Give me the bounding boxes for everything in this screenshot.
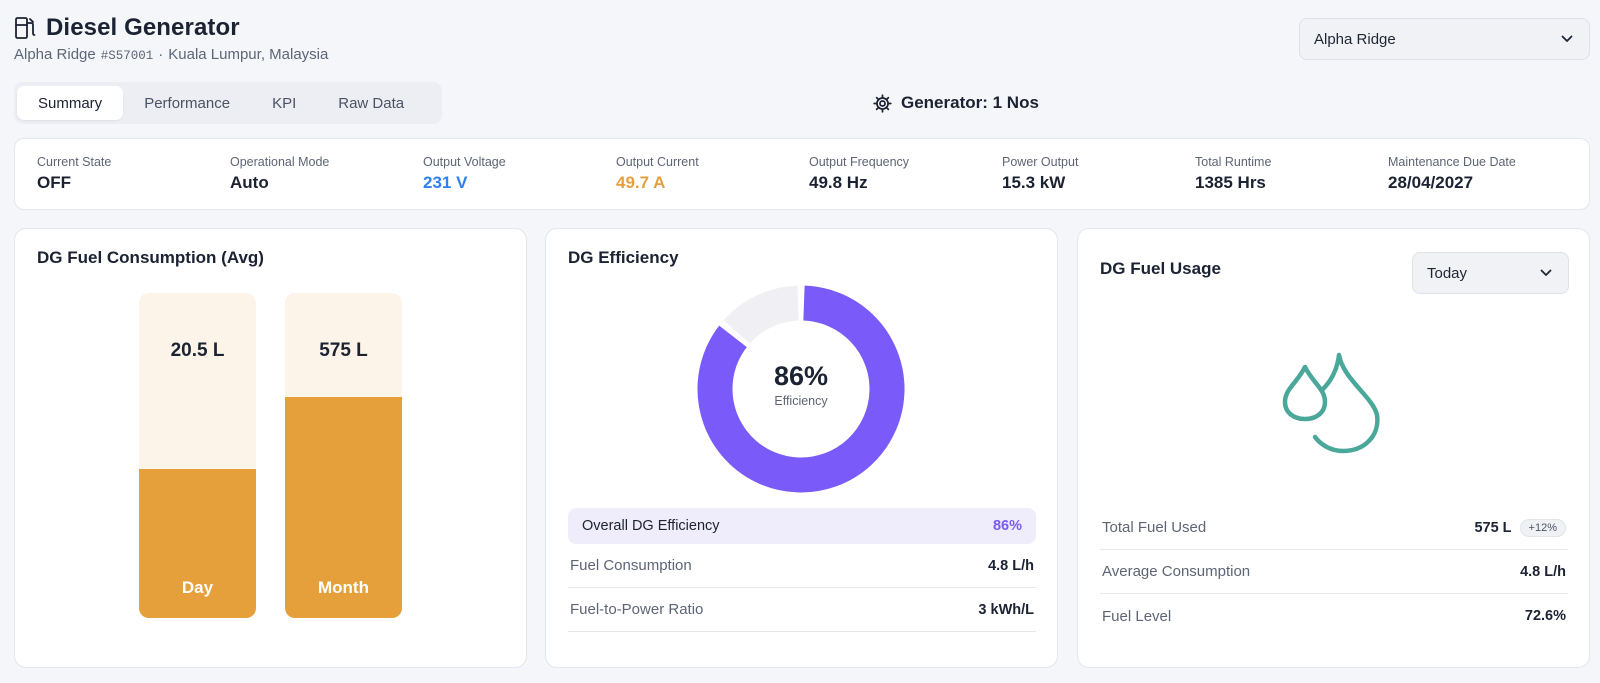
row-label: Fuel-to-Power Ratio — [570, 601, 704, 618]
row-value: 575 L — [1474, 519, 1512, 536]
donut-center: 86% Efficiency — [696, 361, 906, 409]
tab-performance[interactable]: Performance — [144, 94, 231, 112]
stat-output-frequency: Output Frequency 49.8 Hz — [809, 155, 1002, 209]
period-select-value: Today — [1427, 264, 1468, 282]
row-value-group: 575 L +12% — [1474, 518, 1566, 537]
stat-value: 1385 Hrs — [1195, 173, 1266, 192]
site-select[interactable]: Alpha Ridge — [1299, 18, 1590, 60]
overall-efficiency-label: Overall DG Efficiency — [582, 518, 720, 534]
row-label: Fuel Consumption — [570, 557, 692, 574]
bar-value: 575 L — [319, 340, 368, 361]
efficiency-percent: 86% — [773, 361, 829, 391]
tab-raw-data[interactable]: Raw Data — [338, 94, 405, 112]
subtitle-separator: · — [158, 46, 164, 63]
chevron-down-icon — [1540, 269, 1552, 276]
total-fuel-used-row: Total Fuel Used 575 L +12% — [1100, 506, 1568, 550]
page-header: Diesel Generator Alpha Ridge #S57001 · K… — [14, 14, 328, 63]
bar-fill — [285, 397, 402, 618]
page-title: Diesel Generator — [46, 14, 240, 41]
stat-output-current: Output Current 49.7 A — [616, 155, 809, 209]
fuel-consumption-card: DG Fuel Consumption (Avg) 20.5 L Day 575… — [14, 228, 527, 668]
row-label: Total Fuel Used — [1102, 519, 1207, 536]
site-id: #S57001 — [100, 49, 154, 63]
gear-icon — [873, 93, 892, 113]
site-location: Kuala Lumpur, Malaysia — [168, 46, 329, 63]
row-label: Fuel Level — [1102, 607, 1172, 625]
stat-power-output: Power Output 15.3 kW — [1002, 155, 1195, 209]
stat-value: 49.8 Hz — [809, 173, 868, 192]
card-title: DG Fuel Consumption (Avg) — [37, 248, 264, 267]
row-value: 3 kWh/L — [978, 601, 1034, 618]
stat-current-state: Current State OFF — [37, 155, 230, 209]
stat-label: Maintenance Due Date — [1388, 155, 1516, 169]
generator-count: Generator: 1 Nos — [873, 93, 1039, 113]
fuel-drops-icon — [1282, 352, 1380, 454]
stat-label: Output Current — [616, 155, 699, 169]
tab-kpi[interactable]: KPI — [272, 94, 297, 112]
fuel-to-power-row: Fuel-to-Power Ratio 3 kWh/L — [568, 588, 1036, 632]
stat-operational-mode: Operational Mode Auto — [230, 155, 423, 209]
change-badge: +12% — [1519, 518, 1566, 537]
bar-label: Month — [318, 578, 369, 597]
row-value: 4.8 L/h — [988, 557, 1034, 574]
stat-total-runtime: Total Runtime 1385 Hrs — [1195, 155, 1388, 209]
bar-fill — [139, 468, 256, 618]
generator-count-label: Generator: 1 Nos — [901, 93, 1039, 112]
stat-value: 15.3 kW — [1002, 173, 1066, 192]
fuel-level-row: Fuel Level 72.6% — [1100, 594, 1568, 638]
efficiency-card: DG Efficiency 86% Efficiency Overall DG … — [545, 228, 1058, 668]
stats-strip: Current State OFF Operational Mode Auto … — [14, 138, 1590, 210]
bar-value: 20.5 L — [170, 340, 225, 361]
stat-label: Output Voltage — [423, 155, 506, 169]
stat-value: 28/04/2027 — [1388, 173, 1474, 192]
stat-value: 49.7 A — [616, 173, 666, 192]
efficiency-donut — [697, 285, 905, 493]
card-title: DG Fuel Usage — [1100, 259, 1221, 278]
overall-efficiency-value: 86% — [992, 518, 1022, 534]
period-select[interactable]: Today — [1412, 252, 1569, 294]
stat-label: Operational Mode — [230, 155, 330, 169]
overall-efficiency-row: Overall DG Efficiency 86% — [568, 508, 1036, 544]
row-value: 72.6% — [1524, 608, 1566, 624]
chevron-down-icon — [1561, 35, 1573, 42]
fuel-consumption-row: Fuel Consumption 4.8 L/h — [568, 544, 1036, 588]
fuel-usage-card: DG Fuel Usage Today Total Fuel Used 575 … — [1077, 228, 1590, 668]
tab-bar: Summary Performance KPI Raw Data — [14, 82, 442, 124]
fuel-bar-month: 575 L Month — [285, 293, 402, 618]
efficiency-center-label: Efficiency — [774, 394, 828, 408]
stat-label: Output Frequency — [809, 155, 910, 169]
stat-value: Auto — [230, 173, 269, 192]
bar-label: Day — [181, 578, 214, 597]
average-consumption-row: Average Consumption 4.8 L/h — [1100, 550, 1568, 594]
row-label: Average Consumption — [1102, 563, 1251, 580]
stat-maintenance-due: Maintenance Due Date 28/04/2027 — [1388, 155, 1581, 209]
site-subtitle: Alpha Ridge #S57001 · Kuala Lumpur, Mala… — [14, 46, 328, 63]
stat-label: Power Output — [1002, 155, 1079, 169]
fuel-pump-icon — [15, 17, 36, 39]
stat-output-voltage: Output Voltage 231 V — [423, 155, 616, 209]
stat-value: OFF — [37, 173, 71, 192]
stat-label: Total Runtime — [1195, 155, 1272, 169]
row-value: 4.8 L/h — [1520, 563, 1566, 580]
tab-summary[interactable]: Summary — [17, 86, 124, 120]
site-select-value: Alpha Ridge — [1314, 30, 1396, 48]
fuel-bar-day: 20.5 L Day — [139, 293, 256, 618]
card-title: DG Efficiency — [568, 248, 679, 267]
site-name: Alpha Ridge — [14, 46, 96, 63]
stat-value: 231 V — [423, 173, 468, 192]
donut-arc — [697, 285, 905, 493]
stat-label: Current State — [37, 155, 112, 169]
